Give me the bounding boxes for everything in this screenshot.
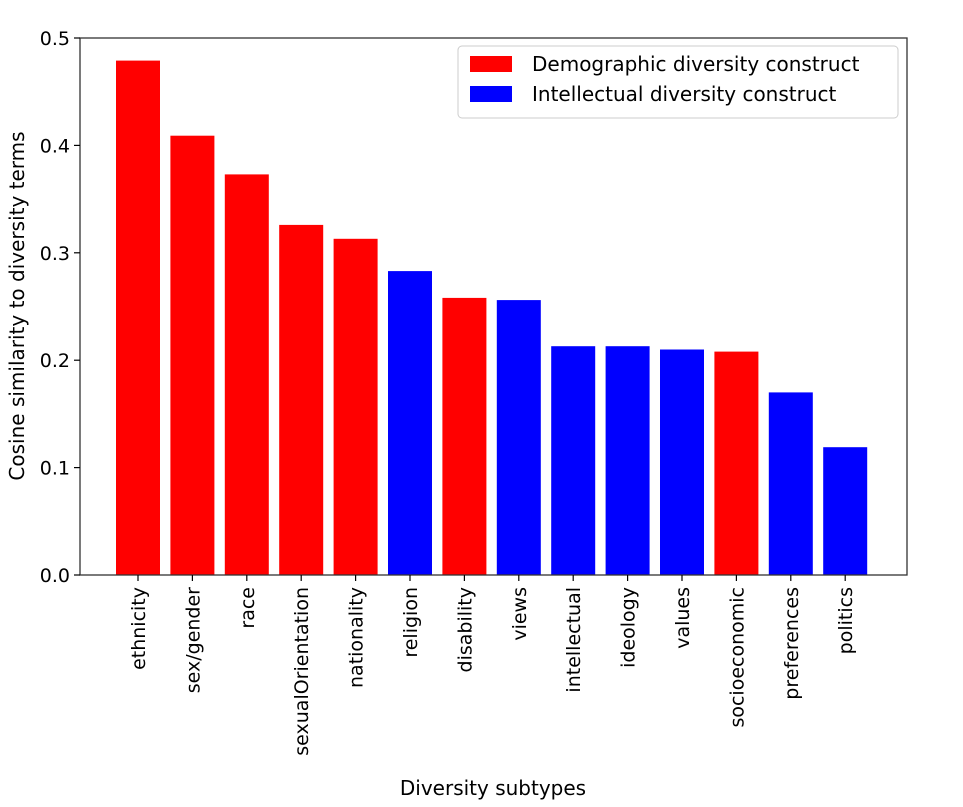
legend-swatch-intellectual — [470, 86, 512, 102]
bar-disability — [442, 297, 487, 575]
bar-socioeconomic — [714, 351, 759, 575]
legend-label-intellectual: Intellectual diversity construct — [532, 82, 837, 106]
bar-preferences — [768, 392, 813, 575]
bar-sexualorientation — [279, 224, 324, 575]
legend-swatch-demographic — [470, 56, 512, 72]
x-tick-label: values — [672, 587, 694, 649]
bar-ideology — [605, 346, 650, 575]
x-tick-label: ethnicity — [128, 587, 150, 670]
y-tick-label: 0.0 — [40, 565, 70, 587]
x-tick-label: intellectual — [563, 587, 585, 693]
bar-views — [496, 300, 541, 575]
y-tick-label: 0.5 — [40, 28, 70, 50]
bar-nationality — [333, 238, 378, 576]
y-axis-title: Cosine similarity to diversity terms — [5, 131, 29, 480]
x-tick-label: religion — [400, 587, 422, 658]
y-axis: 0.0 0.1 0.2 0.3 0.4 0.5 — [40, 28, 80, 587]
plot-frame — [79, 37, 908, 576]
x-tick-label: race — [237, 587, 259, 629]
bar-politics — [823, 447, 868, 575]
bars-layer — [116, 60, 868, 576]
x-tick-label: preferences — [781, 587, 803, 700]
bar-values — [660, 349, 704, 575]
y-tick-label: 0.4 — [40, 135, 70, 157]
bar-race — [224, 174, 269, 575]
y-tick-label: 0.2 — [40, 350, 70, 372]
legend: Demographic diversity construct Intellec… — [457, 45, 899, 119]
x-axis: ethnicity sex/gender race sexualOrientation… — [128, 575, 857, 756]
x-tick-label: views — [509, 587, 531, 641]
y-tick-label: 0.1 — [40, 458, 70, 480]
x-axis-title: Diversity subtypes — [400, 776, 586, 800]
bar-ethnicity — [116, 60, 160, 576]
x-tick-label: sex/gender — [182, 587, 204, 693]
legend-label-demographic: Demographic diversity construct — [532, 52, 860, 76]
x-tick-label: nationality — [346, 587, 368, 688]
bar-sex-gender — [170, 135, 215, 575]
y-tick-label: 0.3 — [40, 243, 70, 265]
x-tick-label: socioeconomic — [726, 587, 748, 728]
bar-intellectual — [551, 346, 596, 575]
x-tick-label: ideology — [618, 587, 640, 668]
x-tick-label: sexualOrientation — [291, 587, 313, 756]
x-tick-label: disability — [454, 587, 476, 672]
legend-frame — [457, 45, 899, 119]
x-tick-label: politics — [835, 587, 857, 654]
bar-religion — [388, 271, 432, 575]
